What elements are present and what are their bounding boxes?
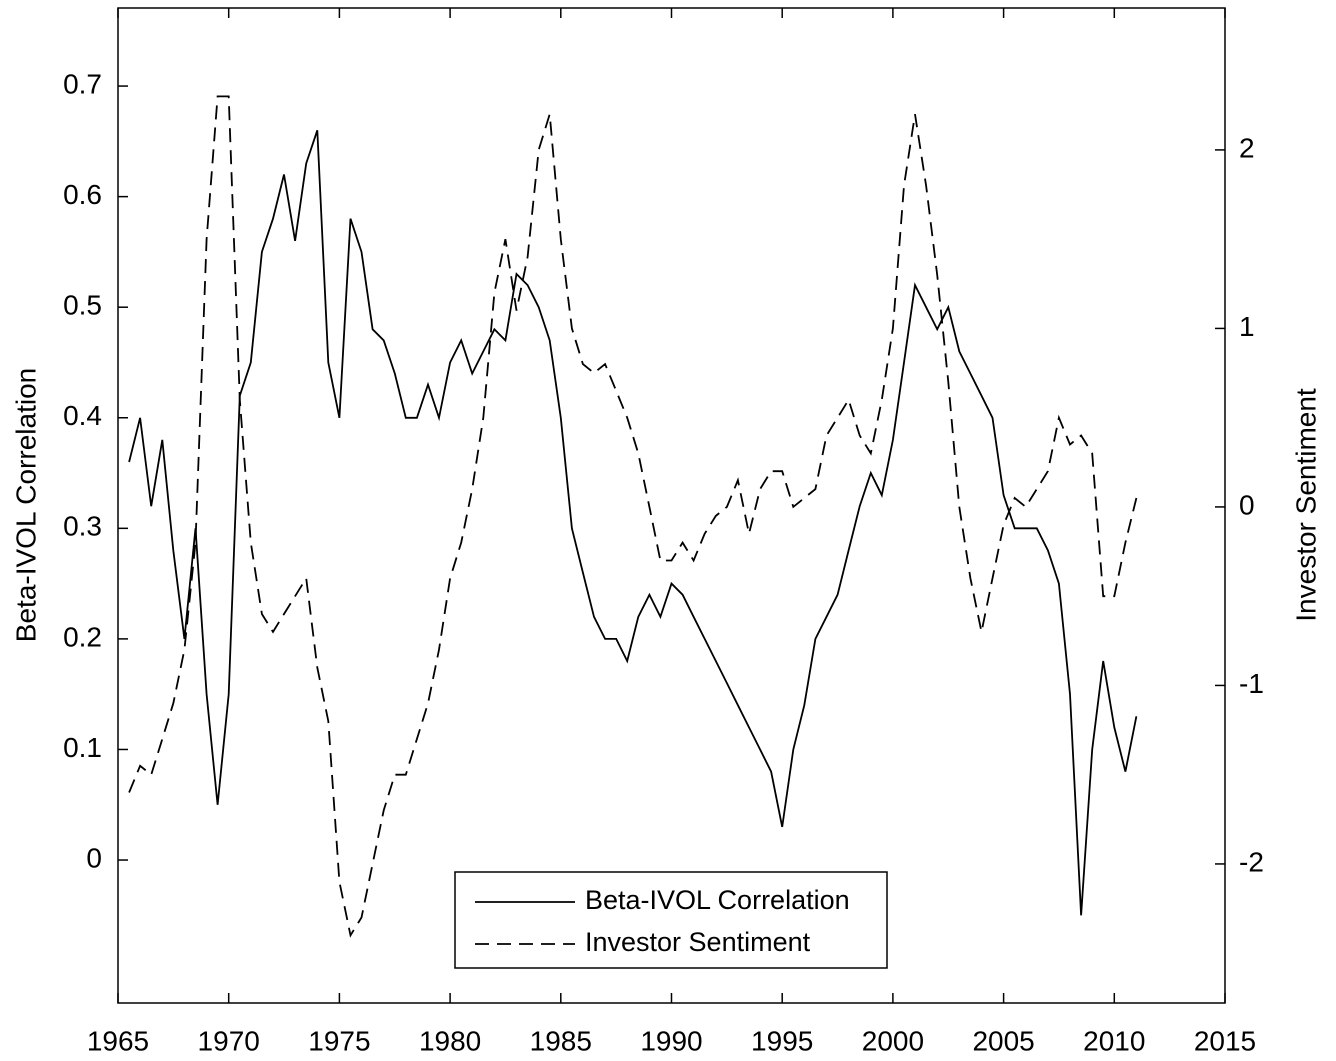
x-tick-label: 1975	[308, 1025, 370, 1056]
y2-tick-label: -2	[1239, 846, 1264, 877]
y-tick-label: 0	[86, 842, 102, 873]
y-tick-label: 0.6	[63, 179, 102, 210]
x-tick-label: 1970	[198, 1025, 260, 1056]
x-tick-label: 1990	[640, 1025, 702, 1056]
y-tick-label: 0.5	[63, 290, 102, 321]
y-axis-label: Beta-IVOL Correlation	[10, 368, 41, 642]
x-tick-label: 1980	[419, 1025, 481, 1056]
series-line	[128, 95, 1138, 938]
x-tick-label: 2000	[862, 1025, 924, 1056]
x-tick-label: 1985	[530, 1025, 592, 1056]
y2-tick-label: 0	[1239, 489, 1255, 520]
x-tick-label: 2010	[1083, 1025, 1145, 1056]
y2-tick-label: 1	[1239, 311, 1255, 342]
x-tick-label: 2015	[1194, 1025, 1256, 1056]
y-tick-label: 0.4	[63, 400, 102, 431]
legend-label: Beta-IVOL Correlation	[585, 885, 850, 915]
legend-box	[454, 871, 888, 969]
y2-axis-label: Investor Sentiment	[1290, 388, 1321, 622]
x-tick-label: 2005	[972, 1025, 1034, 1056]
y2-tick-label: 2	[1239, 132, 1255, 163]
x-tick-label: 1965	[87, 1025, 149, 1056]
y-tick-label: 0.3	[63, 511, 102, 542]
legend-label: Investor Sentiment	[585, 927, 811, 957]
y2-tick-label: -1	[1239, 668, 1264, 699]
plot-frame	[117, 7, 1226, 1004]
y-tick-label: 0.1	[63, 732, 102, 763]
x-tick-label: 1995	[751, 1025, 813, 1056]
y-tick-label: 0.2	[63, 621, 102, 652]
y-tick-label: 0.7	[63, 68, 102, 99]
series-line	[128, 130, 1138, 916]
